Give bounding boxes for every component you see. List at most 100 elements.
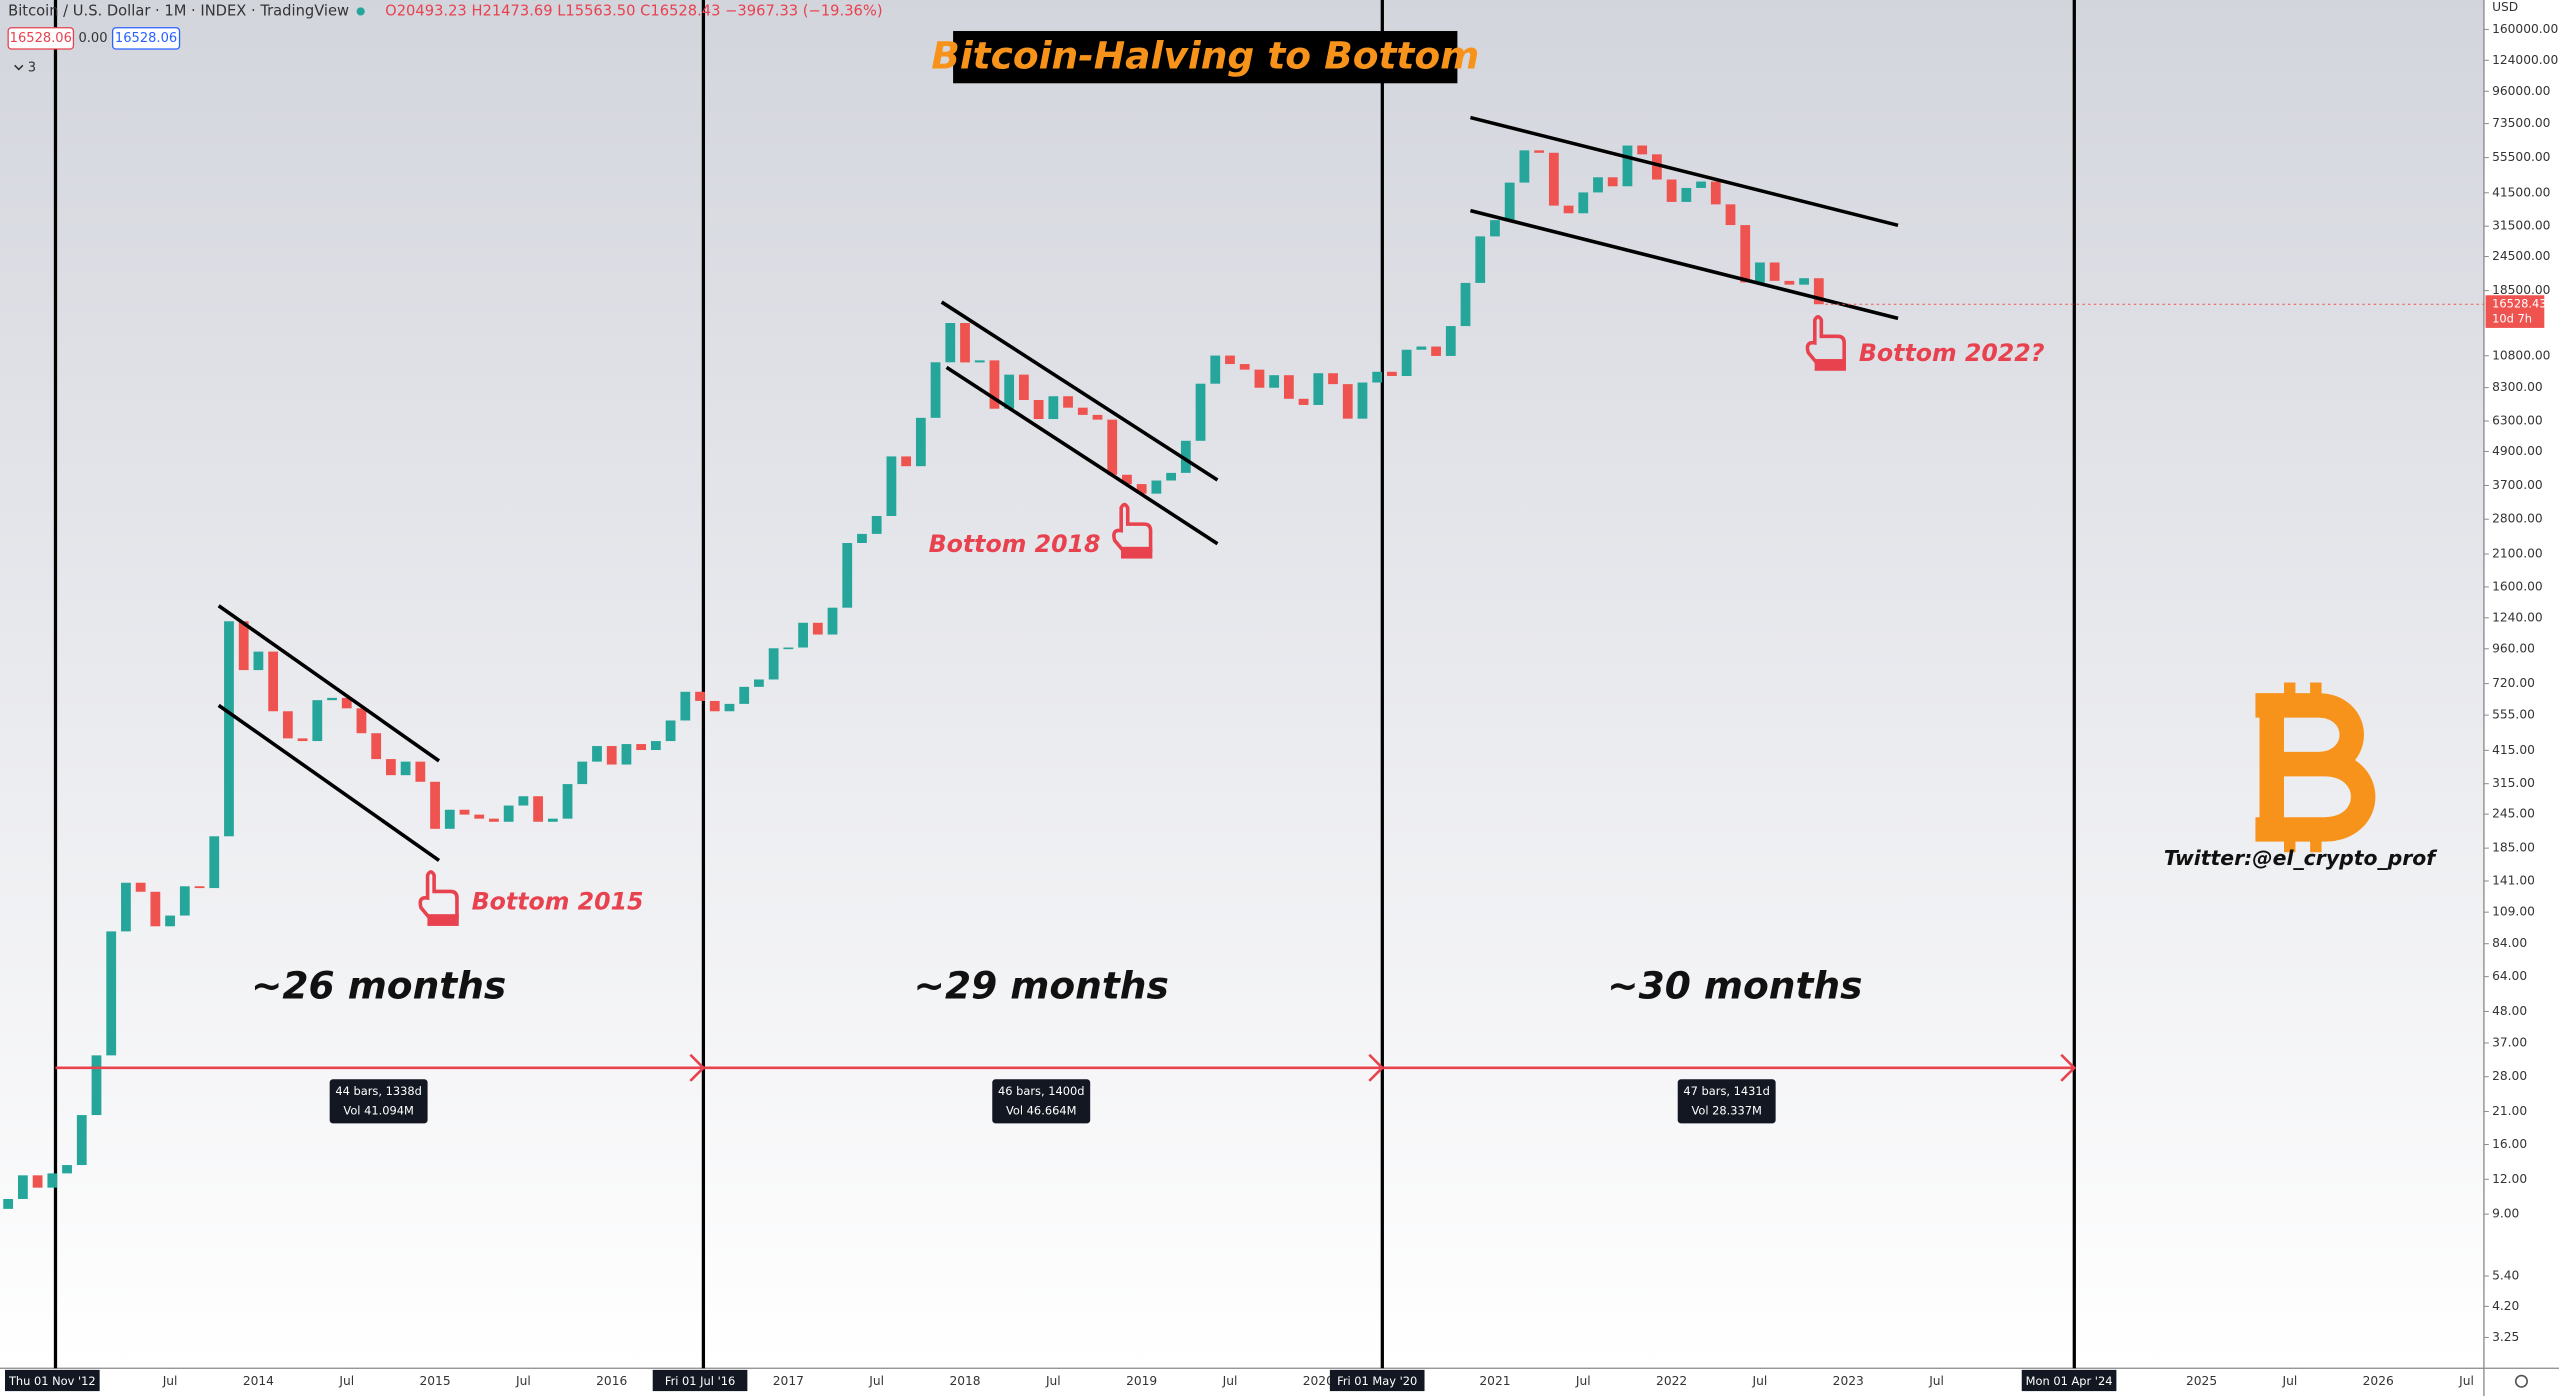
y-tick-label: 5.40 xyxy=(2492,1268,2519,1282)
measure-bars: 47 bars, 1431d xyxy=(1683,1084,1770,1098)
collapse-icon[interactable] xyxy=(14,64,24,71)
candle xyxy=(1740,225,1751,283)
measure-volume: Vol 41.094M xyxy=(343,1104,413,1118)
candle xyxy=(1063,396,1073,408)
candle xyxy=(886,456,897,516)
x-tick-label: 2016 xyxy=(596,1374,627,1388)
candle xyxy=(1048,396,1059,420)
candle xyxy=(503,805,514,822)
bid-box[interactable] xyxy=(7,27,75,50)
candle xyxy=(489,818,499,822)
x-tick-box xyxy=(1329,1369,1425,1392)
measure-arrow xyxy=(55,1053,2077,1082)
candle xyxy=(400,761,411,776)
plot-background xyxy=(0,0,2484,1369)
x-tick-label: 2018 xyxy=(949,1374,980,1388)
channel-line xyxy=(217,604,441,763)
candle xyxy=(901,456,912,467)
candle xyxy=(871,515,882,534)
candle xyxy=(1637,145,1648,155)
candle xyxy=(268,651,279,712)
candle xyxy=(1092,414,1103,420)
candle xyxy=(1460,282,1471,327)
candle xyxy=(739,686,750,704)
y-tick-label: 64.00 xyxy=(2492,969,2527,983)
bottom-label: Bottom 2018 xyxy=(929,530,1101,558)
candle xyxy=(17,1175,28,1199)
candle xyxy=(665,720,676,742)
candle xyxy=(1490,220,1500,237)
candle xyxy=(312,700,323,742)
candle xyxy=(1151,480,1162,494)
y-tick-label: 31500.00 xyxy=(2492,219,2550,233)
y-tick-label: 185.00 xyxy=(2492,841,2535,855)
candle xyxy=(518,796,529,806)
candle xyxy=(1475,236,1486,283)
candle xyxy=(1416,346,1427,350)
y-tick-label: 1600.00 xyxy=(2492,579,2543,593)
y-tick-label: 48.00 xyxy=(2492,1004,2527,1018)
candle xyxy=(1504,182,1515,221)
y-tick-label: 245.00 xyxy=(2492,807,2535,821)
x-tick-label: Jul xyxy=(868,1374,884,1388)
candle xyxy=(474,814,485,819)
candle xyxy=(1534,150,1545,153)
cycle-duration: ~29 months xyxy=(914,963,1169,1007)
candle xyxy=(606,746,617,765)
candle xyxy=(621,744,632,765)
candle xyxy=(989,360,1000,409)
axis-unit: USD xyxy=(2492,0,2518,14)
hand-icon xyxy=(418,870,459,920)
y-tick-label: 96000.00 xyxy=(2492,84,2550,98)
measure-bars: 46 bars, 1400d xyxy=(998,1084,1085,1098)
candle xyxy=(1004,374,1015,409)
candle xyxy=(238,621,249,671)
candle xyxy=(724,703,735,712)
candle xyxy=(1372,371,1383,383)
measure-box xyxy=(329,1079,428,1124)
x-tick-label: Thu 01 Nov '12 xyxy=(8,1374,96,1388)
candle xyxy=(1696,181,1706,188)
settings-icon[interactable] xyxy=(2514,1374,2528,1388)
x-tick-label: 2023 xyxy=(1833,1374,1864,1388)
candle xyxy=(1681,187,1692,202)
candle xyxy=(1180,440,1191,473)
candle xyxy=(812,622,823,635)
y-tick-label: 37.00 xyxy=(2492,1035,2527,1049)
candle xyxy=(1328,373,1338,385)
x-tick-label: 2017 xyxy=(773,1374,804,1388)
hand-icon xyxy=(1112,502,1153,553)
candle xyxy=(47,1173,58,1188)
candle xyxy=(1033,400,1044,420)
candle xyxy=(1298,398,1309,405)
candle xyxy=(253,651,264,671)
x-tick-label: Fri 01 Jul '16 xyxy=(665,1374,735,1388)
candle xyxy=(415,761,426,782)
candle xyxy=(650,741,661,751)
x-tick-label: Mon 01 Apr '24 xyxy=(2026,1374,2113,1388)
y-tick-label: 3.25 xyxy=(2492,1330,2519,1344)
candle xyxy=(1018,374,1029,401)
candle xyxy=(798,622,808,648)
ask: 16528.06 xyxy=(115,31,177,46)
y-tick-label: 2800.00 xyxy=(2492,512,2543,526)
candle xyxy=(1401,349,1412,376)
y-tick-label: 41500.00 xyxy=(2492,185,2550,199)
candle xyxy=(371,733,382,760)
x-tick-label: Jul xyxy=(2281,1374,2297,1388)
candle xyxy=(1357,382,1368,419)
hand-icon xyxy=(1805,315,1846,365)
candle xyxy=(224,621,234,837)
y-tick-label: 4.20 xyxy=(2492,1299,2519,1313)
candle xyxy=(1784,280,1795,285)
x-tick-label: 2022 xyxy=(1656,1374,1687,1388)
x-tick-label: Jul xyxy=(1222,1374,1238,1388)
measure-volume: Vol 28.337M xyxy=(1691,1104,1761,1118)
candle xyxy=(1769,262,1780,281)
ask-box[interactable] xyxy=(111,27,181,50)
channel-line xyxy=(1470,115,1899,228)
candle xyxy=(1313,373,1324,405)
candle xyxy=(194,886,205,889)
